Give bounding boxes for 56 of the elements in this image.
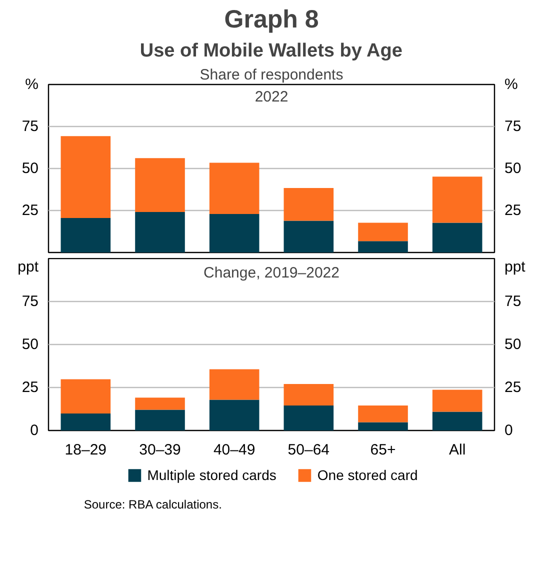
y-axis-title: % bbox=[25, 76, 39, 93]
text: Share of respondents bbox=[200, 66, 344, 84]
bar bbox=[358, 241, 408, 252]
legend-label: Multiple stored cards bbox=[147, 467, 276, 483]
y-tick-label: 50 bbox=[22, 160, 39, 177]
bar bbox=[209, 400, 260, 430]
x-tick-label: 30–39 bbox=[139, 442, 181, 458]
y2-tick-label: 25 bbox=[504, 379, 522, 396]
y2-tick-label: 75 bbox=[504, 293, 522, 310]
bar bbox=[209, 369, 260, 400]
bar bbox=[60, 136, 111, 218]
y-tick-label: 50 bbox=[22, 336, 39, 353]
y2-tick-label: 25 bbox=[504, 202, 522, 219]
bar bbox=[432, 222, 482, 252]
bar bbox=[60, 218, 111, 252]
y-tick-label: 0 bbox=[30, 422, 38, 439]
x-tick-label: 65+ bbox=[370, 442, 396, 458]
y2-tick-label: 0 bbox=[504, 422, 513, 439]
bar bbox=[284, 384, 334, 406]
bar bbox=[60, 379, 111, 414]
bar bbox=[358, 406, 408, 422]
chart-title: Change, 2019–2022 bbox=[204, 264, 340, 282]
y-axis-title: ppt bbox=[18, 258, 40, 276]
y2-axis-title: % bbox=[504, 76, 518, 93]
legend-label: One stored card bbox=[317, 467, 418, 483]
y2-axis-title: ppt bbox=[504, 258, 526, 276]
y-tick-label: 75 bbox=[22, 118, 39, 135]
y2-tick-label: 50 bbox=[504, 160, 522, 177]
x-tick-label: 18–29 bbox=[64, 442, 107, 458]
bar bbox=[209, 162, 260, 214]
bar bbox=[135, 212, 185, 252]
x-tick-label: All bbox=[449, 442, 466, 458]
chart-title: Graph 8 bbox=[224, 6, 319, 34]
bar bbox=[284, 220, 334, 252]
bar bbox=[135, 158, 185, 212]
bar bbox=[432, 390, 482, 412]
bar bbox=[432, 176, 482, 223]
chart-subtitle: Use of Mobile Wallets by Age bbox=[140, 40, 402, 62]
bar bbox=[358, 222, 408, 242]
y-tick-label: 25 bbox=[22, 202, 39, 219]
y-tick-label: 25 bbox=[22, 379, 39, 396]
bar bbox=[432, 412, 482, 430]
bar bbox=[284, 406, 334, 430]
bar bbox=[135, 410, 185, 430]
y-tick-label: 75 bbox=[22, 293, 39, 310]
bar bbox=[135, 398, 185, 410]
x-tick-label: 50–64 bbox=[288, 442, 330, 458]
y2-tick-label: 75 bbox=[504, 118, 522, 135]
bar bbox=[209, 214, 260, 252]
y2-tick-label: 50 bbox=[504, 336, 522, 353]
bar bbox=[284, 188, 334, 221]
annotation: 2022 bbox=[254, 88, 288, 106]
x-tick-label: 40–49 bbox=[213, 442, 256, 458]
source-note: Source: RBA calculations. bbox=[84, 498, 222, 512]
bar bbox=[358, 422, 408, 430]
bar bbox=[60, 413, 111, 430]
